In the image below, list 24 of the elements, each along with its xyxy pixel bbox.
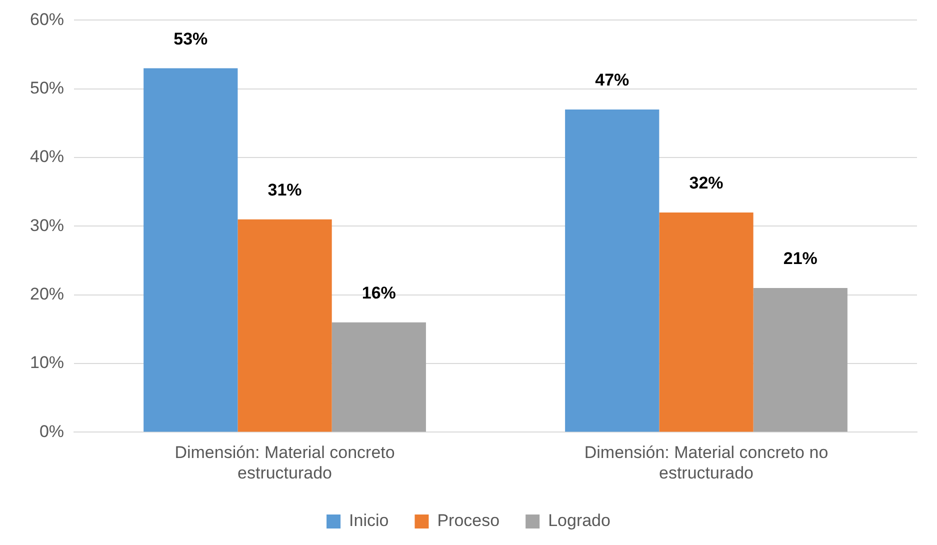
bar (332, 322, 426, 432)
data-label: 53% (174, 29, 208, 48)
legend-label: Proceso (437, 511, 500, 530)
y-tick-label: 40% (30, 147, 64, 166)
data-label: 31% (268, 180, 302, 200)
bar (659, 212, 754, 432)
y-tick-label: 50% (30, 78, 64, 98)
data-label: 47% (595, 70, 630, 90)
y-tick-label: 60% (30, 10, 64, 29)
bar (238, 219, 332, 432)
bar (565, 109, 660, 432)
data-label: 21% (783, 249, 818, 268)
legend-label: Logrado (548, 511, 610, 530)
x-tick-label: Dimensión: Material concreto no estructurado (584, 443, 828, 482)
y-tick-label: 20% (30, 284, 64, 304)
bar (753, 288, 848, 432)
y-tick-label: 30% (30, 216, 64, 235)
data-label: 16% (362, 284, 396, 303)
data-label: 32% (689, 174, 724, 193)
y-tick-label: 10% (30, 353, 64, 372)
y-tick-label: 0% (39, 422, 64, 441)
x-tick-label: Dimensión: Material concreto estructurado (174, 443, 395, 482)
legend-label: Inicio (349, 511, 389, 530)
bar (144, 68, 238, 432)
